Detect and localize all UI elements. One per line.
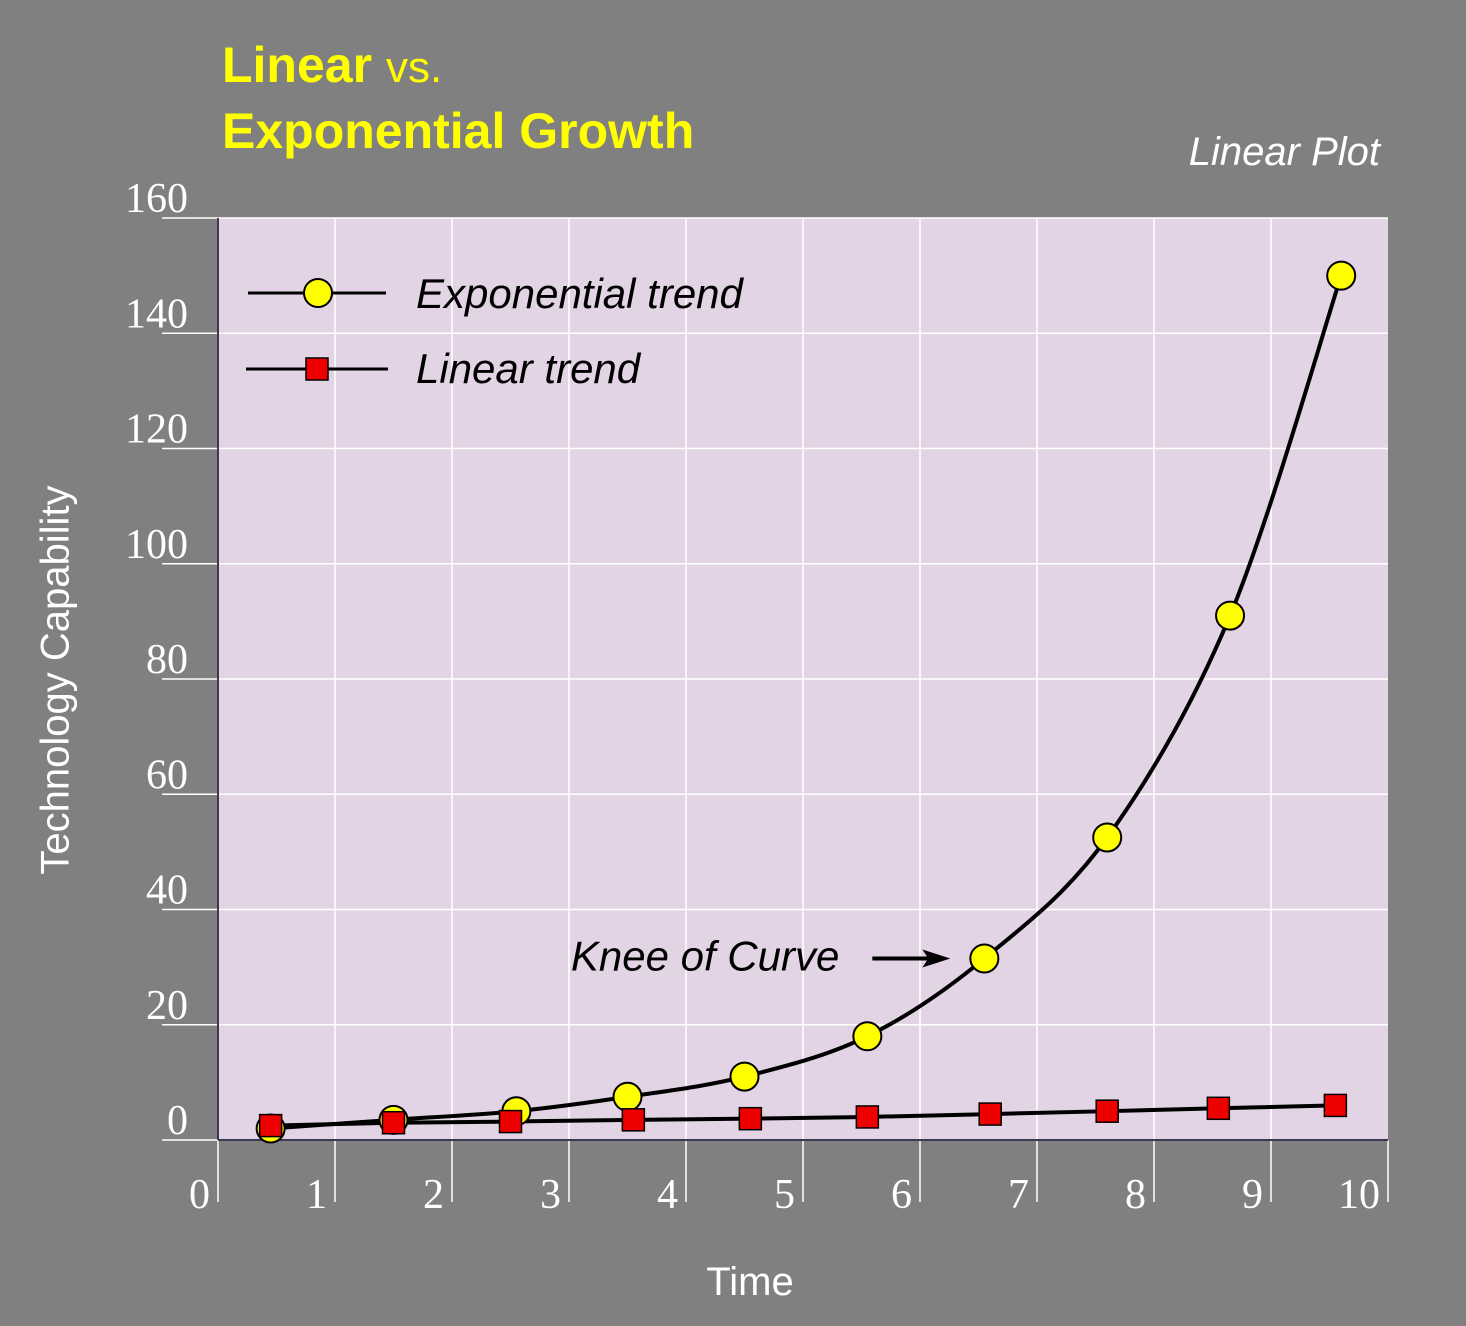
linear-point <box>1206 1096 1231 1121</box>
linear-point <box>1323 1093 1348 1118</box>
x-tick-label: 9 <box>1242 1172 1263 1218</box>
y-tick-label: 100 <box>125 522 188 568</box>
linear-trend-line <box>270 1103 1336 1128</box>
exponential-point <box>1092 822 1123 853</box>
x-tick-label: 3 <box>540 1172 561 1218</box>
exponential-point <box>729 1061 760 1092</box>
x-tick-label: 2 <box>423 1172 444 1218</box>
chart-title-line-1: Linear vs. <box>222 40 442 90</box>
exponential-point <box>1215 600 1246 631</box>
x-tick-label: 8 <box>1125 1172 1146 1218</box>
x-tick-label: 10 <box>1338 1172 1380 1218</box>
title-vs: vs. <box>385 43 443 92</box>
y-tick-label: 160 <box>125 176 188 222</box>
legend: Exponential trend Linear trend <box>246 270 745 392</box>
linear-point <box>258 1113 283 1138</box>
linear-point <box>381 1110 406 1135</box>
linear-point <box>1095 1099 1119 1123</box>
x-tick-label: 1 <box>306 1172 327 1218</box>
y-tick-label: 60 <box>146 752 188 798</box>
y-tick-label: 40 <box>146 868 188 914</box>
x-tick-label: 4 <box>657 1172 678 1218</box>
knee-arrow-head <box>922 949 951 968</box>
legend-linear-marker <box>305 357 329 381</box>
x-tick-label: 0 <box>189 1172 210 1218</box>
legend-exponential-label: Exponential trend <box>416 270 745 317</box>
y-tick-label: 120 <box>125 407 188 453</box>
exponential-point <box>852 1021 883 1052</box>
linear-point <box>738 1106 763 1131</box>
x-tick-label: 5 <box>774 1172 795 1218</box>
x-axis-label: Time <box>706 1260 794 1304</box>
linear-point <box>855 1105 880 1129</box>
linear-point <box>498 1109 523 1134</box>
plot-subtitle: Linear Plot <box>1188 130 1380 174</box>
y-axis-label: Technology Capability <box>33 485 78 875</box>
y-tick-label: 80 <box>146 637 188 683</box>
exponential-point <box>612 1081 643 1112</box>
x-tick-label: 7 <box>1008 1172 1029 1218</box>
chart-title-line-2: Exponential Growth <box>222 103 695 159</box>
exponential-point <box>1326 260 1357 291</box>
legend-linear-label: Linear trend <box>416 345 642 392</box>
y-tick-label: 20 <box>146 983 188 1029</box>
knee-of-curve-label: Knee of Curve <box>571 932 840 979</box>
y-tick-label: 140 <box>125 291 188 337</box>
y-tick-label: 0 <box>167 1098 188 1144</box>
linear-point <box>621 1108 646 1132</box>
title-linear: Linear <box>222 37 373 93</box>
legend-exponential-marker <box>303 278 333 308</box>
linear-point <box>978 1102 1002 1126</box>
exponential-point <box>969 943 1000 974</box>
x-tick-label: 6 <box>891 1172 912 1218</box>
